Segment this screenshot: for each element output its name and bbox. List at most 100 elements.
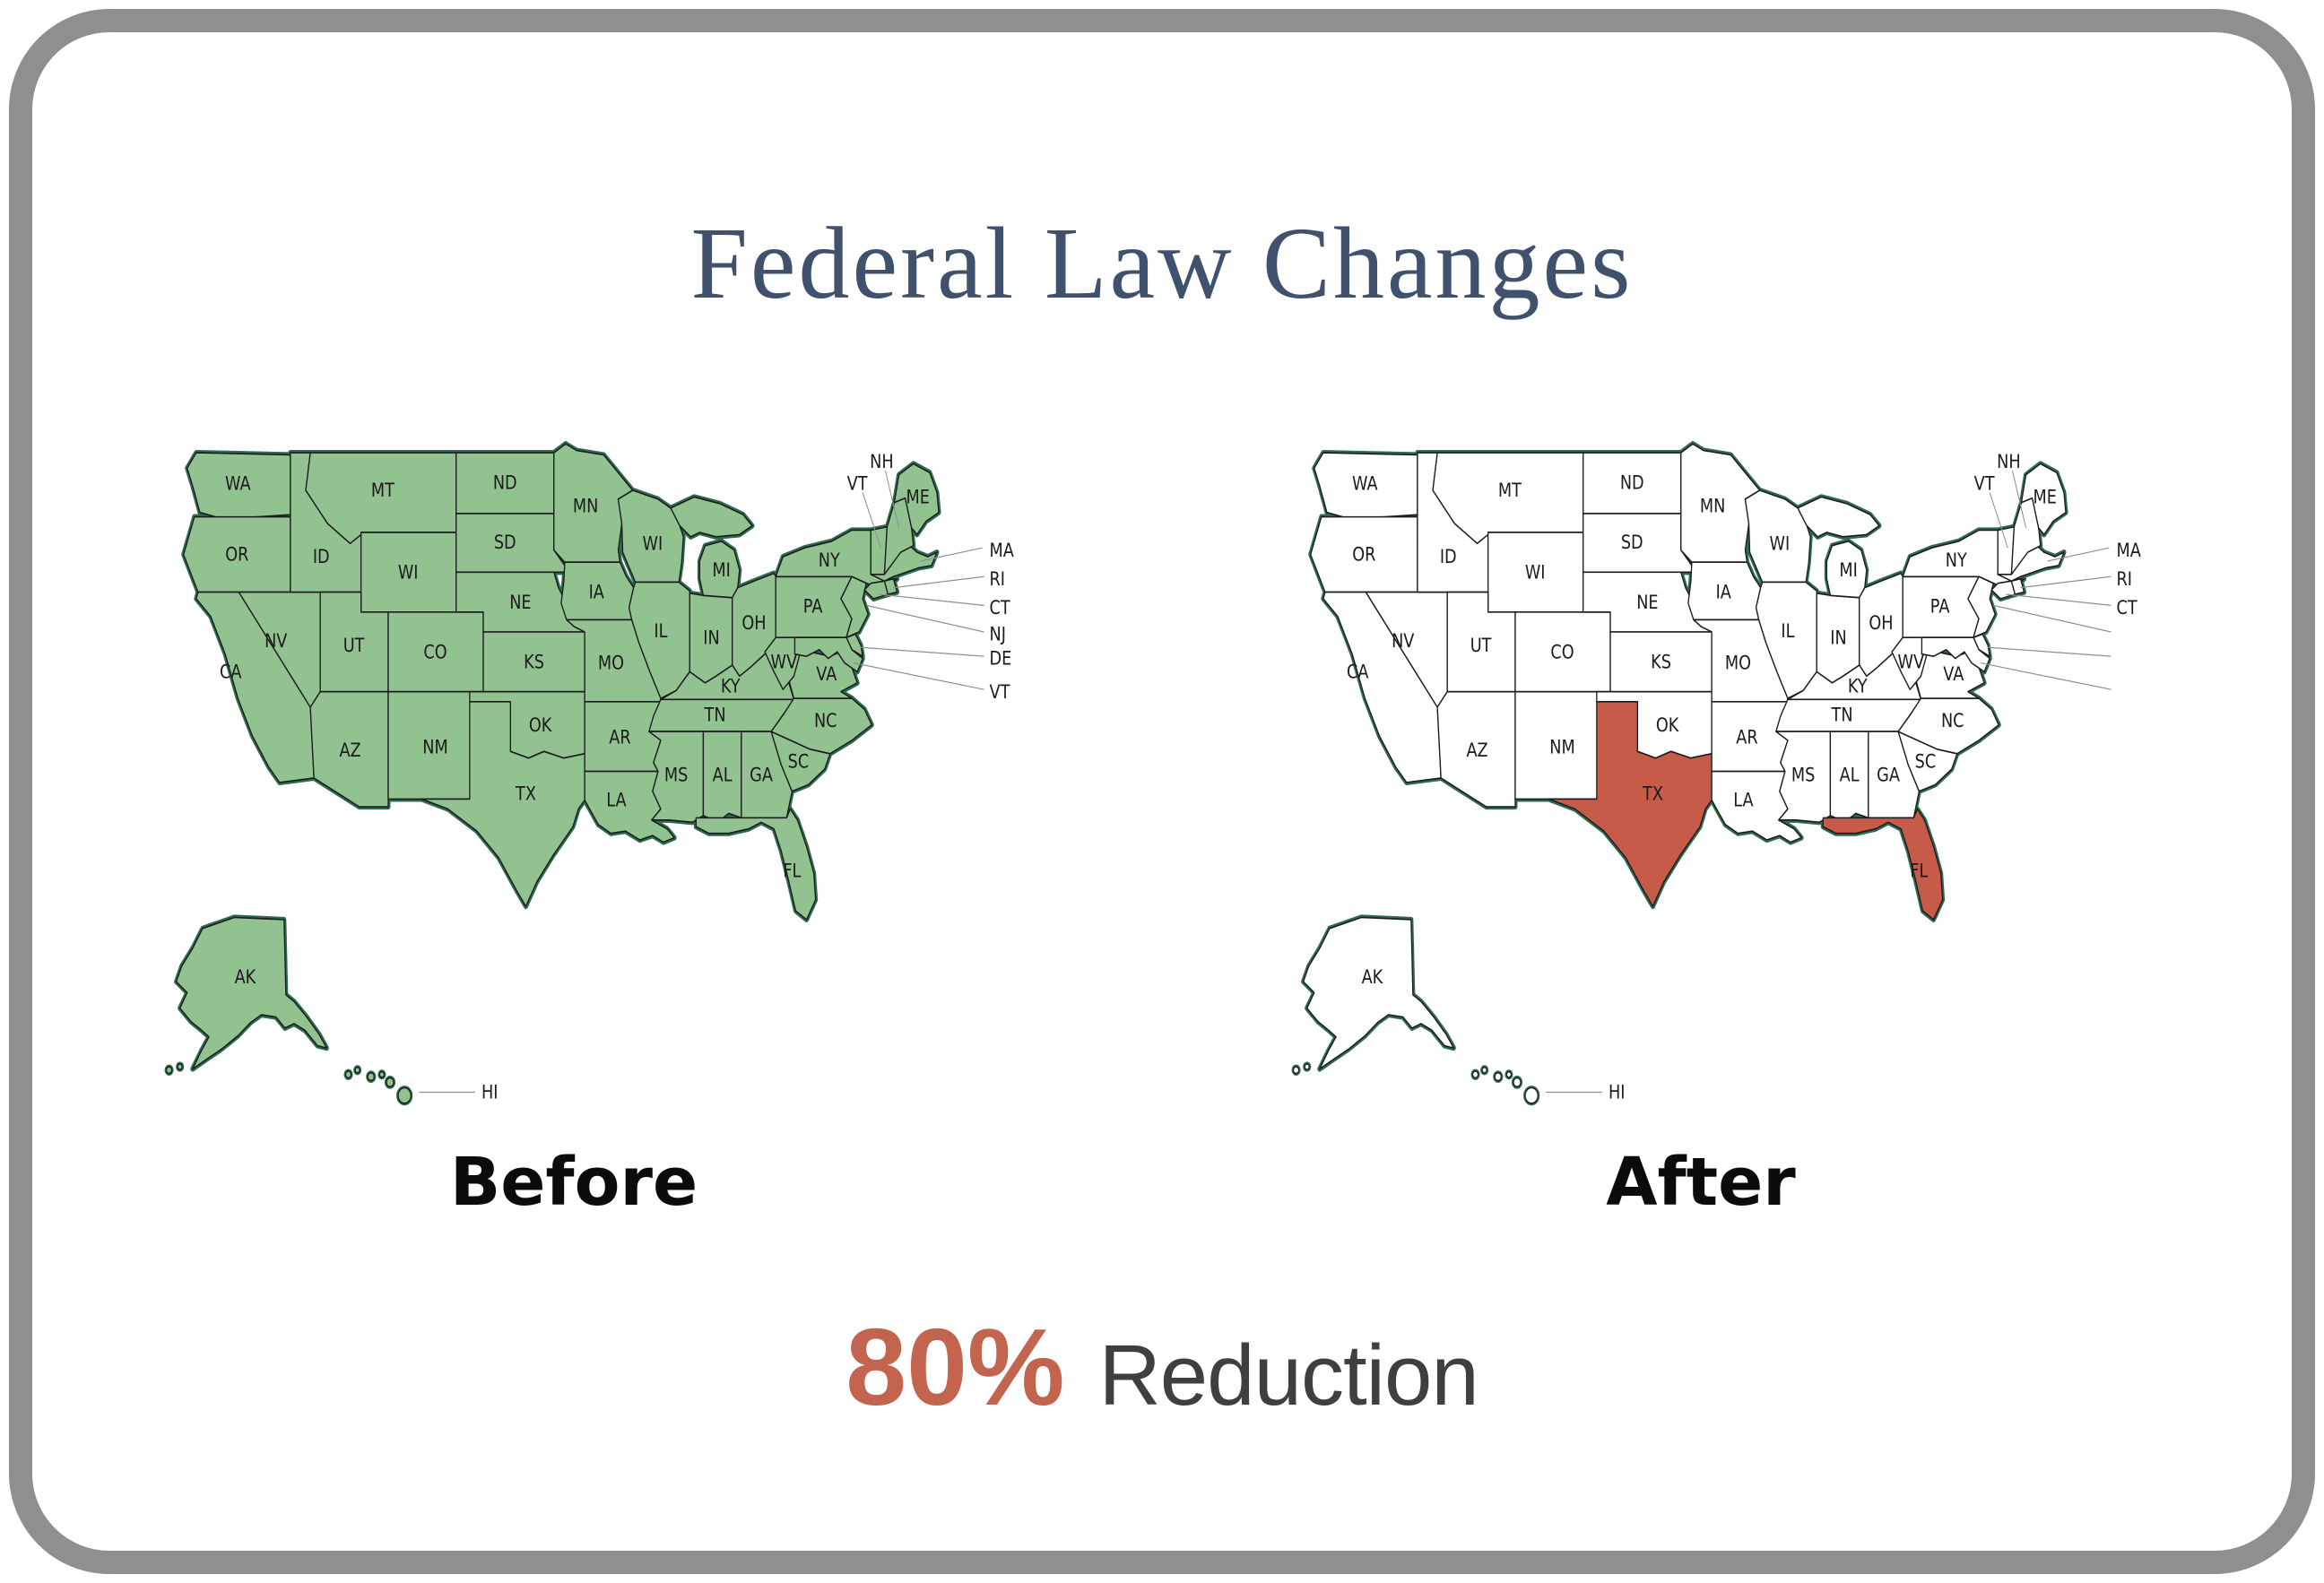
hawaii-island: [354, 1066, 360, 1074]
state-label-WV: WV: [1898, 651, 1925, 673]
state-label-UT: UT: [1470, 634, 1493, 656]
callout-label-MD: VT: [990, 680, 1011, 703]
page-title: Federal Law Changes: [690, 206, 1634, 320]
state-label-WI: WI: [643, 532, 663, 555]
state-label-AL: AL: [1840, 764, 1860, 786]
callout-line-NJ: [1993, 604, 2112, 633]
state-MI: [1797, 496, 1880, 538]
callout-label-RI: RI: [2117, 567, 2132, 590]
state-label-NC: NC: [1941, 709, 1964, 731]
state-label-OK: OK: [529, 714, 552, 736]
state-label-CA: CA: [1347, 661, 1369, 683]
state-label-OH: OH: [741, 612, 766, 635]
state-ME: [893, 463, 940, 536]
state-label-IN: IN: [703, 627, 719, 649]
state-label-MT: MT: [371, 479, 395, 501]
usa-map-before: WA OR CA NV ID MT WI UT CO AZ NM ND SD NE KS OK TX MN IA MO…: [164, 441, 1015, 1106]
state-label-SC: SC: [788, 750, 810, 773]
state-label-ND: ND: [493, 471, 517, 494]
caption-after: After: [1606, 1144, 1796, 1221]
state-label-AL: AL: [713, 764, 733, 786]
state-label-IN: IN: [1830, 627, 1846, 649]
state-label-CA: CA: [220, 661, 242, 683]
callout-label-MA: MA: [990, 539, 1015, 561]
hawaii-island: [1494, 1072, 1502, 1082]
footer-label: Reduction: [1098, 1328, 1479, 1423]
state-label-MI: MI: [712, 558, 730, 581]
state-label-TN: TN: [1831, 704, 1853, 726]
callout-line-NH: [884, 470, 900, 529]
state-TX: [421, 700, 585, 907]
callout-line-CT: [879, 593, 984, 606]
state-label-NM: NM: [1549, 736, 1574, 758]
state-label-TX: TX: [515, 783, 536, 805]
state-label-WA: WA: [1352, 472, 1378, 495]
state-label-AK: AK: [1362, 966, 1384, 989]
state-label-IA: IA: [1716, 581, 1732, 603]
state-label-ID: ID: [1440, 545, 1457, 567]
hawaii-island: [1481, 1066, 1487, 1074]
callout-line-MD: [1980, 662, 2112, 690]
state-TX: [1548, 700, 1713, 907]
callout-label-MA: MA: [2117, 539, 2142, 561]
state-label-MN: MN: [1700, 495, 1725, 517]
state-label-NY: NY: [1946, 549, 1968, 571]
callout-line-CT: [2006, 593, 2112, 606]
state-label-GA: GA: [1877, 764, 1900, 786]
callout-label-VT: VT: [1974, 472, 1996, 495]
map-before: WA OR CA NV ID MT WI UT CO AZ NM ND SD NE KS OK TX MN IA MO…: [117, 420, 1031, 1244]
callout-label-NH: NH: [870, 450, 893, 472]
state-label-AR: AR: [609, 726, 631, 748]
hawaii-island: [1513, 1077, 1522, 1088]
state-FL: [1822, 808, 1944, 921]
state-label-AZ: AZ: [339, 739, 360, 761]
state-label-MI: MI: [1839, 558, 1857, 581]
state-label-WY: WI: [1525, 561, 1546, 584]
state-label-ME: ME: [906, 486, 930, 508]
state-label-AZ: AZ: [1466, 739, 1487, 761]
state-label-FL: FL: [783, 860, 801, 882]
alaska-islet: [1292, 1066, 1300, 1075]
hawaii-island: [1524, 1086, 1539, 1104]
state-label-IL: IL: [1781, 619, 1794, 642]
state-IL: [1755, 581, 1817, 699]
caption-before: Before: [449, 1144, 698, 1221]
callout-line-DE: [1988, 646, 2112, 657]
map-after: WA OR CA NV ID MT WI UT CO AZ NM ND SD NE KS OK TX MN IA MO…: [1244, 420, 2158, 1244]
state-label-MS: MS: [664, 764, 688, 786]
usa-map-after: WA OR CA NV ID MT WI UT CO AZ NM ND SD NE KS OK TX MN IA MO…: [1291, 441, 2142, 1106]
state-label-PA: PA: [803, 595, 823, 618]
callout-line-NJ: [866, 604, 984, 633]
callout-label-NH: NH: [1997, 450, 2020, 472]
state-label-ME: ME: [2034, 486, 2057, 508]
footer-stat: 80%: [845, 1306, 1065, 1428]
state-WI: [617, 489, 684, 584]
state-NC: [770, 697, 872, 755]
state-label-OK: OK: [1656, 714, 1679, 736]
state-MD: [1921, 636, 1990, 673]
state-label-MT: MT: [1498, 479, 1522, 501]
state-label-KY: KY: [1848, 675, 1869, 697]
state-label-AK: AK: [235, 966, 257, 989]
callout-label-VT: VT: [847, 472, 869, 495]
state-label-WV: WV: [771, 651, 798, 673]
state-label-MO: MO: [1725, 652, 1751, 674]
state-label-UT: UT: [343, 634, 366, 656]
state-label-IA: IA: [589, 581, 605, 603]
state-label-NE: NE: [1636, 591, 1658, 613]
callout-line-DE: [861, 646, 984, 657]
state-label-WA: WA: [225, 472, 251, 495]
state-label-MS: MS: [1791, 764, 1815, 786]
state-label-NE: NE: [509, 591, 531, 613]
callout-label-DE: DE: [990, 647, 1012, 670]
map-before-svg-mount: WA OR CA NV ID MT WI UT CO AZ NM ND SD NE KS OK TX MN IA MO…: [117, 420, 1031, 1128]
callout-label-HI: HI: [481, 1081, 498, 1103]
callout-label-CT: CT: [2117, 596, 2138, 618]
state-IL: [628, 581, 690, 699]
state-label-NV: NV: [1392, 629, 1415, 652]
state-label-SD: SD: [1621, 531, 1643, 553]
callout-line-MA: [2047, 547, 2110, 562]
state-ME: [2020, 463, 2067, 536]
state-label-FL: FL: [1910, 860, 1928, 882]
